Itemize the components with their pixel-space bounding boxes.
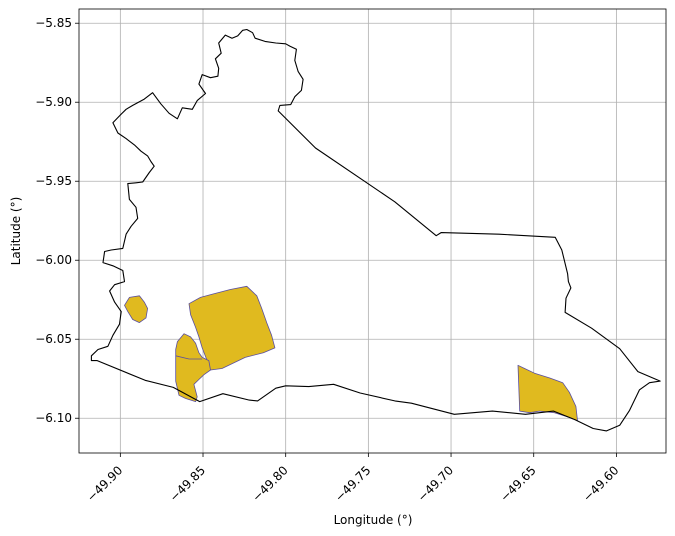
x-axis-label: Longitude (°) bbox=[334, 513, 413, 527]
patch-divider bbox=[175, 355, 203, 360]
plot-frame bbox=[78, 8, 667, 454]
x-tick-label: −49.65 bbox=[498, 463, 539, 504]
y-axis-ticks: −5.85 −5.90 −5.95 −6.00 −6.05 −6.10 bbox=[35, 16, 79, 425]
y-axis-label: Latitude (°) bbox=[9, 197, 23, 266]
x-tick-label: −49.80 bbox=[250, 463, 291, 504]
grid-lines bbox=[79, 9, 666, 453]
x-tick-label: −49.70 bbox=[415, 463, 456, 504]
municipality-boundary bbox=[90, 28, 661, 432]
y-tick-label: −6.05 bbox=[35, 332, 72, 346]
y-tick-label: −5.95 bbox=[35, 174, 72, 188]
protected-areas bbox=[124, 285, 578, 421]
x-tick-label: −49.75 bbox=[332, 463, 373, 504]
protected-area-polygon bbox=[124, 295, 148, 323]
x-tick-label: −49.60 bbox=[580, 463, 621, 504]
y-tick-label: −6.00 bbox=[35, 253, 72, 267]
x-tick-label: −49.85 bbox=[167, 463, 208, 504]
protected-area-polygon bbox=[175, 333, 211, 402]
y-tick-label: −5.90 bbox=[35, 95, 72, 109]
x-axis-ticks: −49.90 −49.85 −49.80 −49.75 −49.70 −49.65 −49.… bbox=[84, 453, 622, 505]
x-tick-label: −49.90 bbox=[84, 463, 125, 504]
y-tick-label: −6.10 bbox=[35, 411, 72, 425]
protected-area-polygon bbox=[517, 364, 578, 421]
y-tick-label: −5.85 bbox=[35, 16, 72, 30]
